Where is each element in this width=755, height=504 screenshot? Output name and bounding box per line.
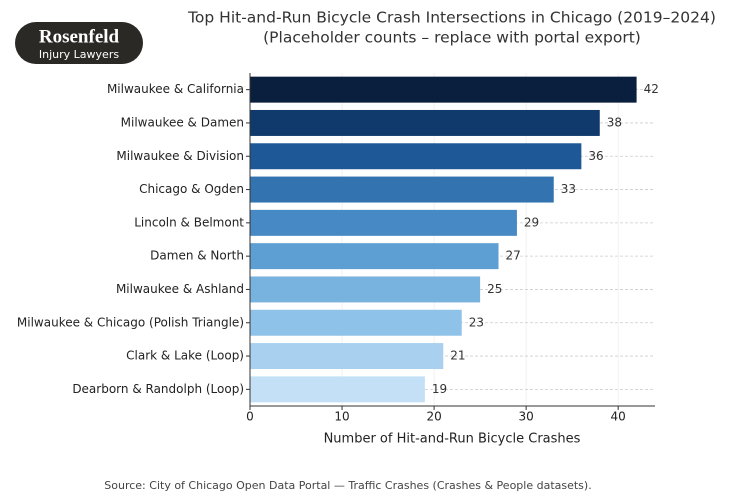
data-label: 23 (469, 315, 484, 329)
data-label: 36 (588, 149, 603, 163)
y-tick-label: Milwaukee & Damen (121, 115, 244, 129)
bar (250, 76, 637, 103)
y-tick-label: Chicago & Ogden (139, 182, 244, 196)
y-tick-label: Milwaukee & California (107, 82, 244, 96)
bar (250, 176, 554, 203)
bar (250, 376, 425, 403)
data-label: 38 (607, 115, 622, 129)
x-tick-label: 20 (426, 410, 441, 424)
data-label: 27 (506, 249, 521, 263)
bar (250, 209, 517, 236)
chart-title: Top Hit-and-Run Bicycle Crash Intersecti… (187, 9, 716, 27)
x-tick-label: 0 (246, 410, 254, 424)
bar (250, 109, 600, 136)
logo-name: Rosenfeld (39, 26, 120, 47)
bar (250, 243, 499, 270)
y-tick-label: Milwaukee & Chicago (Polish Triangle) (17, 315, 244, 329)
y-tick-label: Clark & Lake (Loop) (126, 349, 244, 363)
data-label: 42 (644, 82, 659, 96)
y-tick-label: Dearborn & Randolph (Loop) (72, 382, 244, 396)
logo-badge (15, 22, 143, 64)
y-tick-label: Damen & North (150, 249, 244, 263)
data-label: 29 (524, 215, 539, 229)
source-note: Source: City of Chicago Open Data Portal… (104, 479, 591, 492)
data-label: 33 (561, 182, 576, 196)
y-tick-label: Milwaukee & Division (116, 149, 244, 163)
y-tick-label: Milwaukee & Ashland (116, 282, 244, 296)
data-label: 19 (432, 382, 447, 396)
logo-tagline: Injury Lawyers (39, 48, 119, 61)
bar (250, 343, 444, 370)
bar (250, 143, 582, 170)
x-tick-label: 10 (334, 410, 349, 424)
x-axis-label: Number of Hit-and-Run Bicycle Crashes (324, 432, 581, 447)
data-label: 25 (487, 282, 502, 296)
bar (250, 309, 462, 336)
x-tick-label: 40 (611, 410, 626, 424)
y-tick-label: Lincoln & Belmont (134, 215, 244, 229)
bar (250, 276, 481, 303)
chart-subtitle: (Placeholder counts – replace with porta… (263, 29, 641, 47)
data-label: 21 (450, 349, 465, 363)
x-tick-label: 30 (518, 410, 533, 424)
